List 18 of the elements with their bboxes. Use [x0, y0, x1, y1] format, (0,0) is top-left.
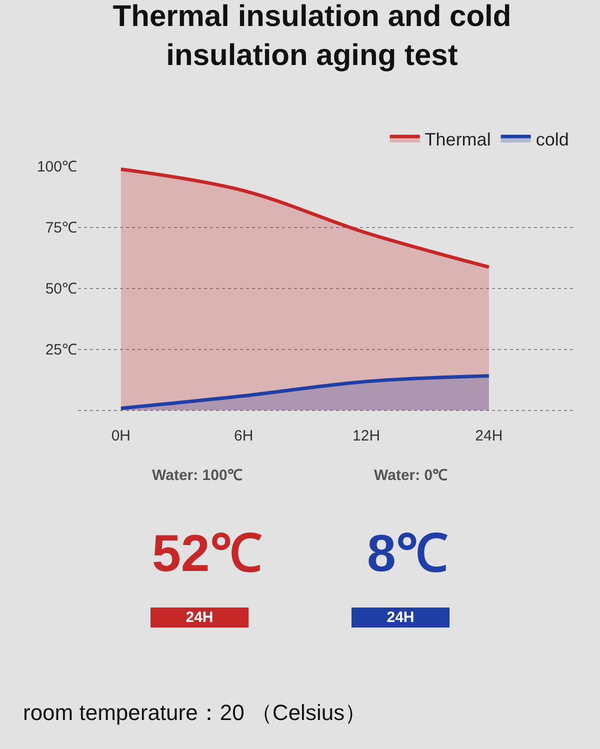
text: room temperature：20 （Celsius）	[23, 700, 367, 725]
y-tick-label: 75℃	[45, 220, 77, 237]
text: 8℃	[367, 525, 448, 583]
y-tick-label: 100℃	[36, 158, 77, 176]
text: Water: 100℃	[152, 467, 242, 484]
x-tick-label: 6H	[234, 428, 254, 445]
x-tick-label: 0H	[111, 428, 131, 445]
text: Water: 0℃	[374, 467, 448, 484]
text: 24H	[386, 609, 414, 626]
text: 52℃	[152, 525, 262, 583]
x-tick-label: 12H	[352, 428, 380, 445]
chart-title: Thermal insulation and cold insulation aging test	[112, 0, 512, 72]
text: 24H	[186, 609, 214, 626]
x-tick-label: 24H	[475, 428, 503, 445]
legend-label: Thermal	[424, 130, 491, 150]
y-tick-label: 50℃	[45, 280, 77, 298]
legend-label: cold	[536, 130, 569, 150]
y-tick-label: 25℃	[45, 342, 77, 359]
